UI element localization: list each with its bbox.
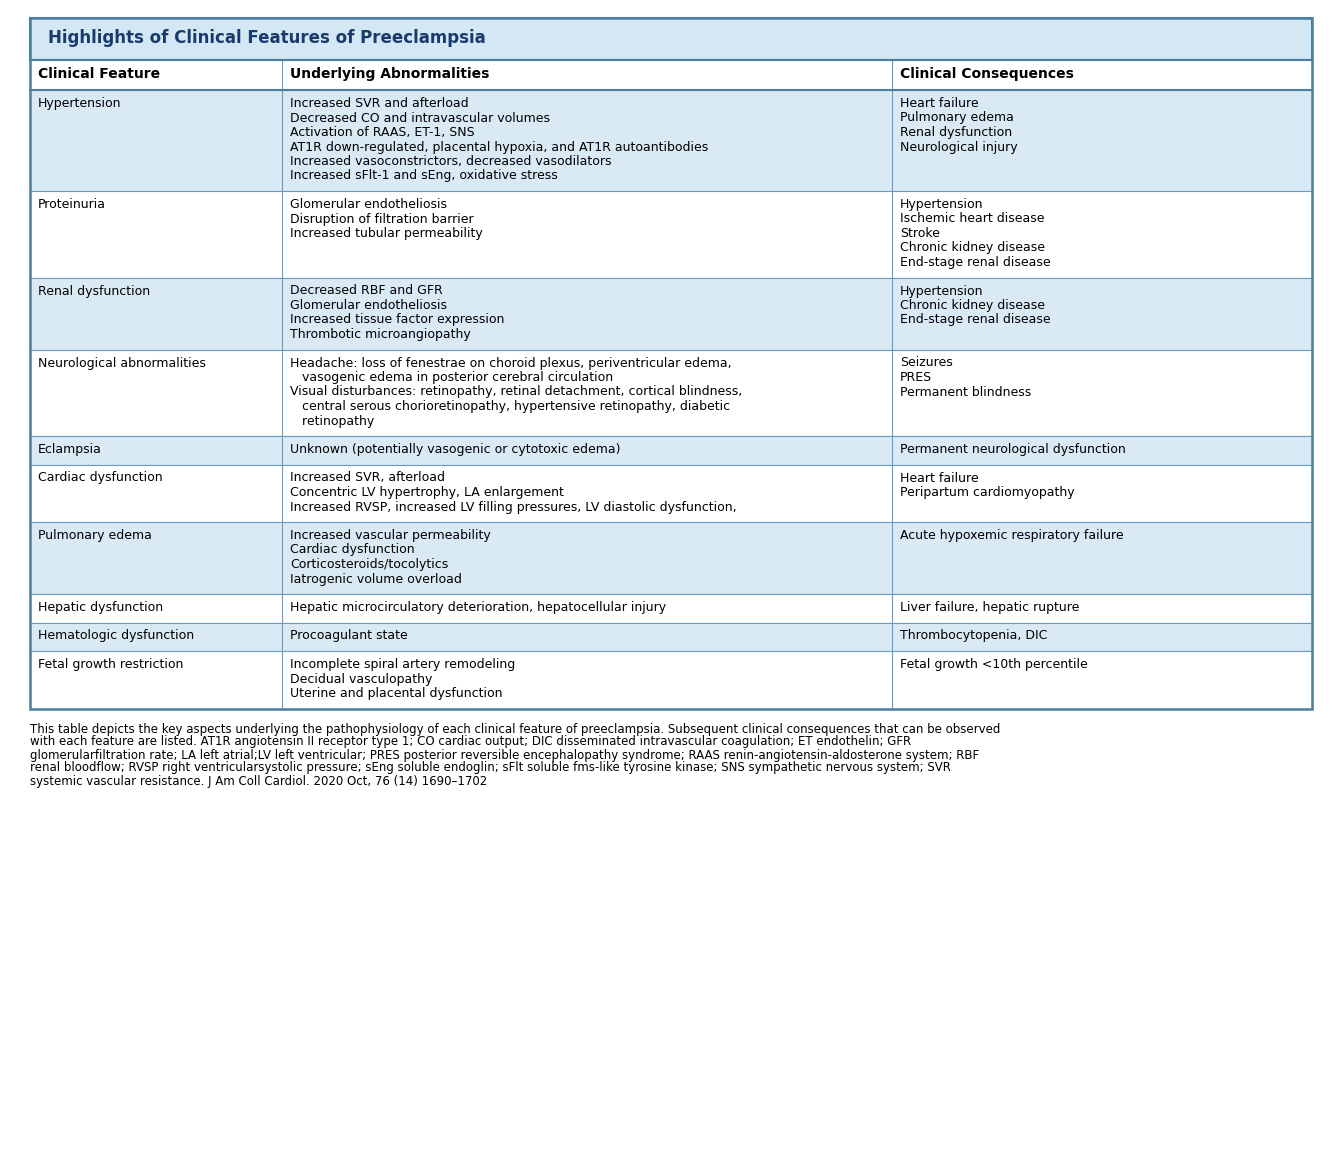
Text: Fetal growth restriction: Fetal growth restriction bbox=[38, 658, 184, 670]
Text: with each feature are listed. AT1R angiotensin II receptor type 1; CO cardiac ou: with each feature are listed. AT1R angio… bbox=[30, 735, 911, 749]
Bar bbox=[30, 90, 1312, 191]
Bar bbox=[30, 60, 1312, 90]
Text: Eclampsia: Eclampsia bbox=[38, 444, 102, 456]
Text: Incomplete spiral artery remodeling: Incomplete spiral artery remodeling bbox=[290, 658, 515, 670]
Text: systemic vascular resistance. J Am Coll Cardiol. 2020 Oct, 76 (14) 1690–1702: systemic vascular resistance. J Am Coll … bbox=[30, 774, 487, 788]
Text: Acute hypoxemic respiratory failure: Acute hypoxemic respiratory failure bbox=[900, 529, 1123, 541]
Bar bbox=[30, 278, 1312, 349]
Text: Liver failure, hepatic rupture: Liver failure, hepatic rupture bbox=[900, 601, 1079, 614]
Text: Permanent neurological dysfunction: Permanent neurological dysfunction bbox=[900, 444, 1126, 456]
Text: End-stage renal disease: End-stage renal disease bbox=[900, 313, 1051, 326]
Text: Decreased CO and intravascular volumes: Decreased CO and intravascular volumes bbox=[290, 112, 550, 124]
Text: Underlying Abnormalities: Underlying Abnormalities bbox=[290, 67, 490, 81]
Text: Pulmonary edema: Pulmonary edema bbox=[38, 529, 152, 541]
Text: Decreased RBF and GFR: Decreased RBF and GFR bbox=[290, 285, 443, 297]
Text: Glomerular endotheliosis: Glomerular endotheliosis bbox=[290, 198, 447, 211]
Text: Fetal growth <10th percentile: Fetal growth <10th percentile bbox=[900, 658, 1088, 670]
Text: Iatrogenic volume overload: Iatrogenic volume overload bbox=[290, 573, 462, 585]
Bar bbox=[30, 464, 1312, 522]
Bar bbox=[30, 435, 1312, 464]
Text: Increased SVR and afterload: Increased SVR and afterload bbox=[290, 97, 468, 109]
Text: glomerularfiltration rate; LA left atrial;LV left ventricular; PRES posterior re: glomerularfiltration rate; LA left atria… bbox=[30, 749, 980, 761]
Text: Thrombocytopenia, DIC: Thrombocytopenia, DIC bbox=[900, 629, 1047, 643]
Text: Proteinuria: Proteinuria bbox=[38, 198, 106, 211]
Text: Stroke: Stroke bbox=[900, 227, 939, 240]
Text: Activation of RAAS, ET-1, SNS: Activation of RAAS, ET-1, SNS bbox=[290, 126, 475, 139]
Text: Seizures: Seizures bbox=[900, 356, 953, 370]
Text: Hypertension: Hypertension bbox=[900, 285, 984, 297]
Text: renal bloodflow; RVSP right ventricularsystolic pressure; sEng soluble endoglin;: renal bloodflow; RVSP right ventriculars… bbox=[30, 761, 951, 774]
Bar bbox=[30, 349, 1312, 435]
Text: Procoagulant state: Procoagulant state bbox=[290, 629, 408, 643]
Text: Hypertension: Hypertension bbox=[38, 97, 122, 109]
Text: Clinical Feature: Clinical Feature bbox=[38, 67, 160, 81]
Text: Neurological injury: Neurological injury bbox=[900, 141, 1017, 153]
Text: Uterine and placental dysfunction: Uterine and placental dysfunction bbox=[290, 687, 502, 700]
Text: Highlights of Clinical Features of Preeclampsia: Highlights of Clinical Features of Preec… bbox=[48, 29, 486, 47]
Text: Corticosteroids/tocolytics: Corticosteroids/tocolytics bbox=[290, 558, 448, 571]
Text: Peripartum cardiomyopathy: Peripartum cardiomyopathy bbox=[900, 486, 1075, 499]
Text: Increased sFlt-1 and sEng, oxidative stress: Increased sFlt-1 and sEng, oxidative str… bbox=[290, 169, 558, 182]
Bar bbox=[30, 651, 1312, 708]
Text: Decidual vasculopathy: Decidual vasculopathy bbox=[290, 673, 432, 685]
Bar bbox=[30, 522, 1312, 594]
Text: End-stage renal disease: End-stage renal disease bbox=[900, 256, 1051, 270]
Text: Hypertension: Hypertension bbox=[900, 198, 984, 211]
Bar bbox=[30, 191, 1312, 278]
Text: This table depicts the key aspects underlying the pathophysiology of each clinic: This table depicts the key aspects under… bbox=[30, 722, 1000, 735]
Text: Chronic kidney disease: Chronic kidney disease bbox=[900, 300, 1045, 312]
Text: Increased vascular permeability: Increased vascular permeability bbox=[290, 529, 491, 541]
Text: Increased tubular permeability: Increased tubular permeability bbox=[290, 227, 483, 240]
Text: Renal dysfunction: Renal dysfunction bbox=[38, 285, 150, 297]
Text: Unknown (potentially vasogenic or cytotoxic edema): Unknown (potentially vasogenic or cytoto… bbox=[290, 444, 620, 456]
Text: Clinical Consequences: Clinical Consequences bbox=[900, 67, 1074, 81]
Text: Heart failure: Heart failure bbox=[900, 471, 978, 485]
Text: retinopathy: retinopathy bbox=[290, 415, 374, 427]
Bar bbox=[30, 622, 1312, 651]
Text: Increased SVR, afterload: Increased SVR, afterload bbox=[290, 471, 446, 485]
Bar bbox=[30, 18, 1312, 708]
Text: Neurological abnormalities: Neurological abnormalities bbox=[38, 356, 205, 370]
Text: Hematologic dysfunction: Hematologic dysfunction bbox=[38, 629, 195, 643]
Text: Concentric LV hypertrophy, LA enlargement: Concentric LV hypertrophy, LA enlargemen… bbox=[290, 486, 564, 499]
Text: vasogenic edema in posterior cerebral circulation: vasogenic edema in posterior cerebral ci… bbox=[290, 371, 613, 384]
Text: central serous chorioretinopathy, hypertensive retinopathy, diabetic: central serous chorioretinopathy, hypert… bbox=[290, 400, 730, 414]
Text: Hepatic microcirculatory deterioration, hepatocellular injury: Hepatic microcirculatory deterioration, … bbox=[290, 601, 666, 614]
Text: Disruption of filtration barrier: Disruption of filtration barrier bbox=[290, 212, 474, 226]
Text: Increased tissue factor expression: Increased tissue factor expression bbox=[290, 313, 505, 326]
Text: AT1R down-regulated, placental hypoxia, and AT1R autoantibodies: AT1R down-regulated, placental hypoxia, … bbox=[290, 141, 709, 153]
Text: Renal dysfunction: Renal dysfunction bbox=[900, 126, 1012, 139]
Text: Ischemic heart disease: Ischemic heart disease bbox=[900, 212, 1044, 226]
Text: Heart failure: Heart failure bbox=[900, 97, 978, 109]
Text: Thrombotic microangiopathy: Thrombotic microangiopathy bbox=[290, 328, 471, 341]
Text: Hepatic dysfunction: Hepatic dysfunction bbox=[38, 601, 164, 614]
Bar bbox=[30, 594, 1312, 622]
Text: Glomerular endotheliosis: Glomerular endotheliosis bbox=[290, 300, 447, 312]
Text: Cardiac dysfunction: Cardiac dysfunction bbox=[38, 471, 162, 485]
Text: Permanent blindness: Permanent blindness bbox=[900, 386, 1031, 399]
Text: Increased vasoconstrictors, decreased vasodilators: Increased vasoconstrictors, decreased va… bbox=[290, 156, 612, 168]
Text: Chronic kidney disease: Chronic kidney disease bbox=[900, 242, 1045, 255]
Text: Pulmonary edema: Pulmonary edema bbox=[900, 112, 1013, 124]
Text: PRES: PRES bbox=[900, 371, 933, 384]
Bar bbox=[30, 18, 1312, 60]
Text: Visual disturbances: retinopathy, retinal detachment, cortical blindness,: Visual disturbances: retinopathy, retina… bbox=[290, 386, 742, 399]
Text: Headache: loss of fenestrae on choroid plexus, periventricular edema,: Headache: loss of fenestrae on choroid p… bbox=[290, 356, 731, 370]
Text: Cardiac dysfunction: Cardiac dysfunction bbox=[290, 544, 415, 556]
Text: Increased RVSP, increased LV filling pressures, LV diastolic dysfunction,: Increased RVSP, increased LV filling pre… bbox=[290, 500, 737, 514]
